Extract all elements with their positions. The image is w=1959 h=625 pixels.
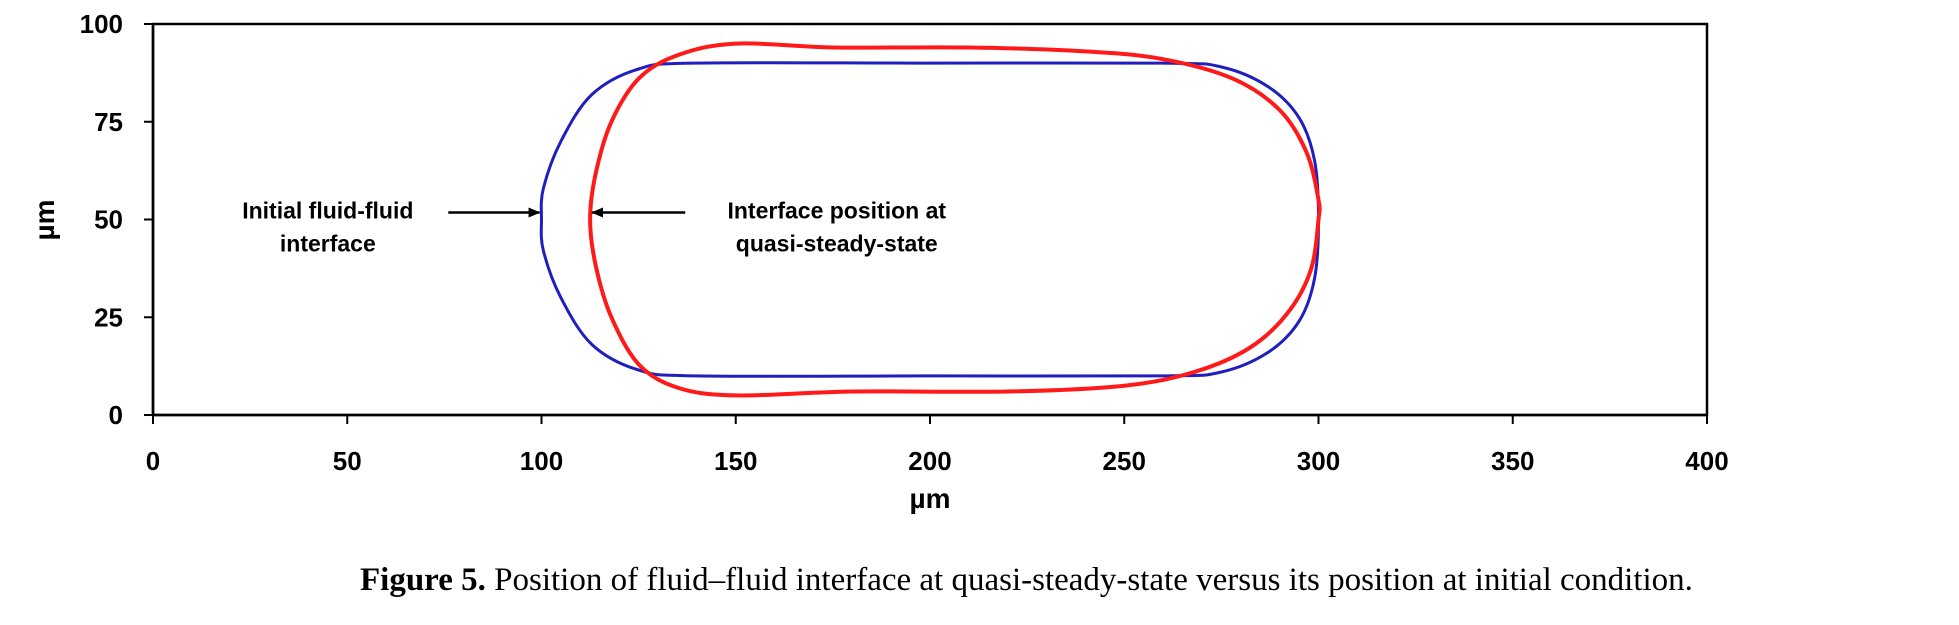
y-tick-label: 0 bbox=[109, 400, 123, 430]
x-tick-label: 250 bbox=[1103, 446, 1146, 476]
figure-caption: Figure 5. Position of fluid–fluid interf… bbox=[360, 562, 1693, 599]
caption-text: Position of fluid–fluid interface at qua… bbox=[485, 562, 1693, 598]
x-tick-label: 100 bbox=[520, 446, 563, 476]
series-line bbox=[539, 61, 1321, 378]
annotation-text: Interface position at bbox=[727, 198, 946, 224]
series-layer bbox=[539, 41, 1322, 398]
x-tick-label: 350 bbox=[1491, 446, 1534, 476]
x-axis-title: µm bbox=[909, 483, 950, 514]
x-tick-label: 150 bbox=[714, 446, 757, 476]
x-tick-label: 400 bbox=[1685, 446, 1728, 476]
x-axis: 0 50 100 150 200 250 300 350 400 bbox=[146, 413, 1729, 476]
annotation-text: Initial fluid-fluid bbox=[242, 198, 413, 224]
y-axis: 0 25 50 75 100 bbox=[80, 9, 155, 430]
x-tick-label: 200 bbox=[908, 446, 951, 476]
annotation-text: quasi-steady-state bbox=[736, 231, 938, 257]
y-axis-title: µm bbox=[29, 199, 60, 240]
y-tick-label: 50 bbox=[94, 205, 123, 235]
annotation-text: interface bbox=[280, 231, 376, 257]
annotations: Initial fluid-fluid interface Interface po… bbox=[242, 198, 946, 257]
x-tick-label: 50 bbox=[333, 446, 362, 476]
y-tick-label: 75 bbox=[94, 107, 123, 137]
caption-label: Figure 5. bbox=[360, 562, 486, 598]
series-line bbox=[588, 41, 1322, 398]
y-tick-label: 25 bbox=[94, 302, 123, 332]
x-tick-label: 0 bbox=[146, 446, 160, 476]
plot-area bbox=[151, 22, 1709, 417]
chart: 0 50 100 150 200 250 300 350 400 0 25 50 75 100 Init… bbox=[29, 9, 1729, 514]
x-tick-label: 300 bbox=[1297, 446, 1340, 476]
y-tick-label: 100 bbox=[80, 9, 123, 39]
